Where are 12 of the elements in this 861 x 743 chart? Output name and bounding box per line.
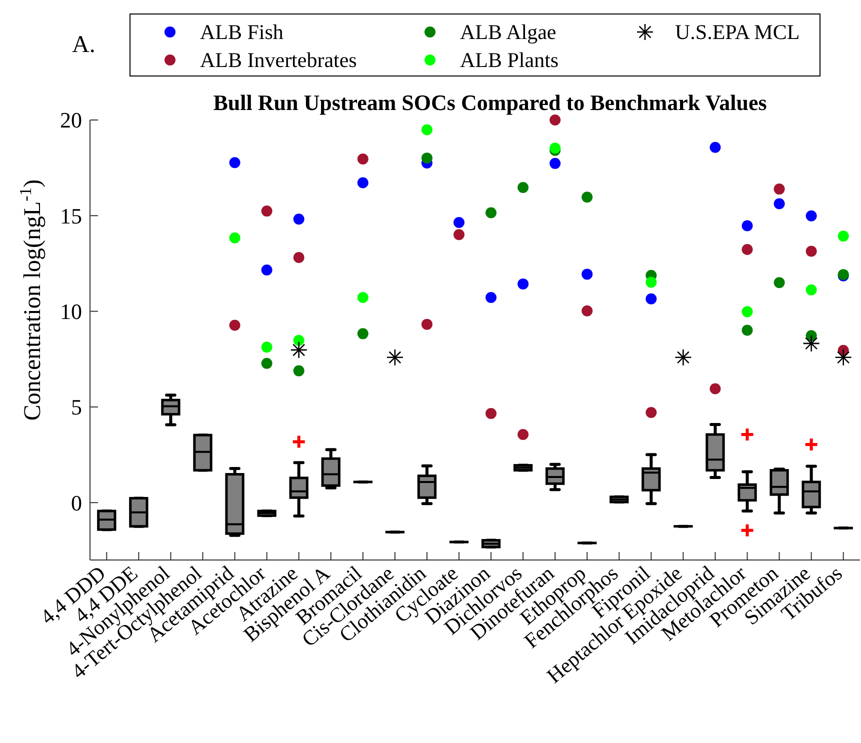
y-tick-label: 0 (71, 490, 82, 516)
y-tick-label: 5 (71, 394, 82, 420)
legend-label: ALB Fish (200, 20, 284, 44)
legend-label: ALB Invertebrates (200, 48, 357, 72)
legend-label: U.S.EPA MCL (675, 20, 800, 44)
text: A. (72, 32, 96, 58)
y-tick-label: 15 (60, 203, 82, 228)
legend-label: ALB Plants (460, 48, 559, 72)
y-tick-label: 10 (60, 299, 82, 324)
legend-label: ALB Algae (460, 20, 556, 44)
y-tick-label: 20 (60, 108, 82, 133)
chart-title: Bull Run Upstream SOCs Compared to Benchmark Values (213, 90, 768, 115)
